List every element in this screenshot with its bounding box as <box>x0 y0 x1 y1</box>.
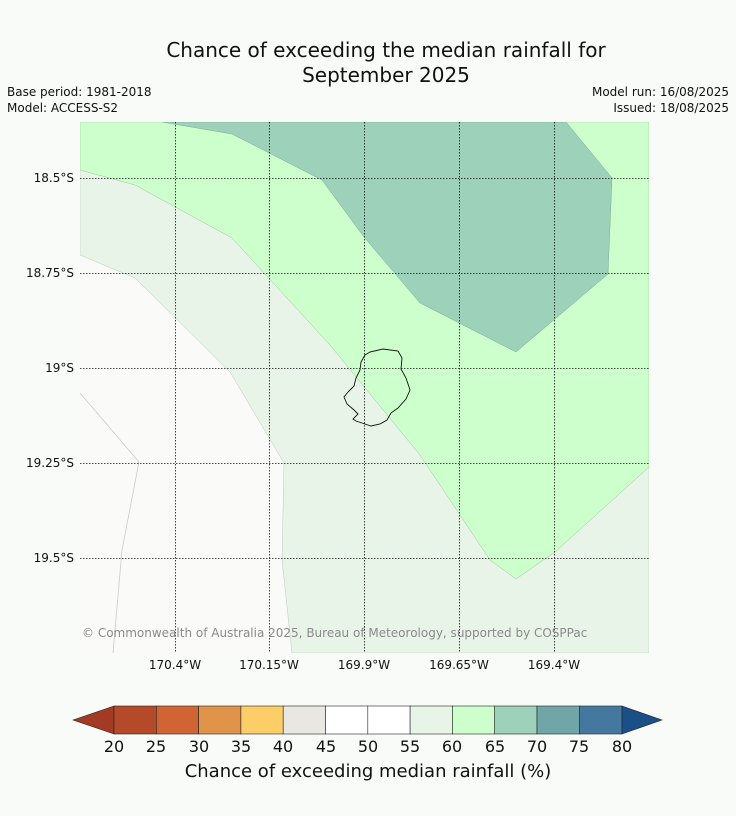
graticule <box>80 122 649 653</box>
colorbar-swatch-30-35 <box>198 705 242 735</box>
colorbar-title: Chance of exceeding median rainfall (%) <box>184 761 552 782</box>
copyright-text: © Commonwealth of Australia 2025, Bureau… <box>82 626 588 640</box>
colorbar-tick-70: 70 <box>526 737 548 756</box>
colorbar-tick-25: 25 <box>145 737 167 756</box>
colorbar-tick-35: 35 <box>230 737 252 756</box>
lat-label-19-5: 19.5°S <box>33 551 74 565</box>
colorbar-tick-75: 75 <box>568 737 590 756</box>
colorbar <box>72 705 663 735</box>
colorbar-tick-45: 45 <box>315 737 337 756</box>
colorbar-swatch-20-25 <box>113 705 157 735</box>
lat-label-18-5: 18.5°S <box>33 171 74 185</box>
colorbar-tick-40: 40 <box>272 737 294 756</box>
lon-label-170-15: 170.15°W <box>239 658 299 672</box>
colorbar-tick-80: 80 <box>611 737 633 756</box>
colorbar-swatch-65-70 <box>494 705 538 735</box>
lat-label-19-25: 19.25°S <box>26 456 74 470</box>
title-line-1: Chance of exceeding the median rainfall … <box>166 38 606 62</box>
colorbar-tick-30: 30 <box>188 737 210 756</box>
lon-label-169-9: 169.9°W <box>337 658 391 672</box>
colorbar-swatch-75-80 <box>578 705 623 735</box>
colorbar-swatch-70-75 <box>536 705 580 735</box>
colorbar-swatch-25-30 <box>156 705 199 735</box>
meta-right: Model run: 16/08/2025 Issued: 18/08/2025 <box>592 84 729 116</box>
colorbar-tick-50: 50 <box>357 737 379 756</box>
contour-line-45 <box>80 392 140 653</box>
title-line-2: September 2025 <box>302 63 470 87</box>
colorbar-tick-55: 55 <box>399 737 421 756</box>
colorbar-swatch-45-50 <box>325 705 369 735</box>
meta-left: Base period: 1981-2018 Model: ACCESS-S2 <box>7 84 152 116</box>
colorbar-tick-20: 20 <box>103 737 125 756</box>
lon-label-169-65: 169.65°W <box>429 658 489 672</box>
issued-text: Issued: 18/08/2025 <box>613 101 729 115</box>
lat-label-19: 19°S <box>45 361 74 375</box>
colorbar-swatch-35-40 <box>240 705 284 735</box>
base-period-text: Base period: 1981-2018 <box>7 85 152 99</box>
model-text: Model: ACCESS-S2 <box>7 101 119 115</box>
lon-label-169-4: 169.4°W <box>527 658 581 672</box>
model-run-text: Model run: 16/08/2025 <box>591 85 729 99</box>
colorbar-tick-60: 60 <box>441 737 463 756</box>
island-outline <box>343 348 411 427</box>
colorbar-swatch-60-65 <box>452 705 495 735</box>
contour-65-70 <box>161 122 613 353</box>
colorbar-tick-65: 65 <box>484 737 506 756</box>
lon-label-170-4: 170.4°W <box>148 658 202 672</box>
chart-title: Chance of exceeding the median rainfall … <box>0 38 736 88</box>
colorbar-high-extend <box>621 705 663 735</box>
colorbar-swatch-50-55 <box>367 705 411 735</box>
lat-label-18-75: 18.75°S <box>26 266 74 280</box>
colorbar-swatch-40-45 <box>282 705 326 735</box>
colorbar-low-extend <box>72 705 115 735</box>
colorbar-swatch-55-60 <box>409 705 453 735</box>
